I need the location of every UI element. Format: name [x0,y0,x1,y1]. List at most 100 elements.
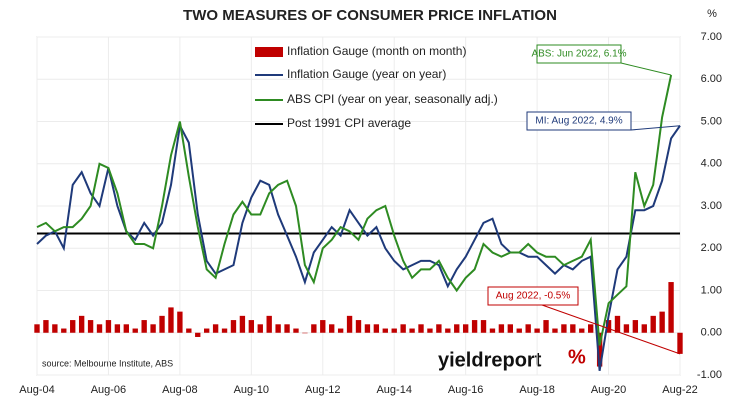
bar [632,320,639,333]
x-tick-label: Aug-18 [519,384,554,396]
bar [552,328,558,333]
bar [462,324,469,333]
bar [177,311,183,333]
bar [320,320,326,333]
y-tick-label: -1.00 [697,369,722,381]
bar [561,324,567,333]
bar [43,320,49,333]
bar [498,324,505,333]
bar [346,315,353,333]
legend-label: Inflation Gauge (year on year) [287,67,446,81]
bar [650,315,656,333]
bar [212,324,219,333]
bar [123,324,129,333]
bar [337,328,344,333]
bar [668,282,674,333]
annotation-box [526,111,632,131]
annotation-text: Aug 2022, -0.5% [496,291,571,302]
bar [605,320,612,333]
bar [570,324,576,333]
legend-swatch [255,47,283,57]
bar [579,328,585,333]
bar [195,332,201,337]
logo: yieldreport [438,349,542,371]
annotation-box [487,286,579,306]
bar [471,320,478,333]
annotation-connector [630,125,681,131]
bar [284,324,290,333]
annotation-connector [541,304,681,355]
bar [168,307,174,333]
legend-label: Post 1991 CPI average [287,116,411,130]
chart-title: TWO MEASURES OF CONSUMER PRICE INFLATION [183,7,557,24]
bar [507,324,513,333]
y-tick-label: 1.00 [701,284,722,296]
bar [105,320,112,333]
bar [141,320,147,333]
legend-label: Inflation Gauge (month on month) [287,44,466,58]
bar [221,328,228,333]
bar [159,315,165,333]
bar [34,324,40,333]
y-tick-label: 3.00 [701,200,722,212]
bar [623,324,630,333]
bar [480,320,487,333]
bar [400,324,406,333]
bar [659,311,665,333]
bar [96,324,103,333]
y-tick-label: 0.00 [701,327,722,339]
bar [409,328,415,333]
bar [311,324,317,333]
bar [373,324,380,333]
bar [641,324,647,333]
bar [525,324,531,333]
line [36,74,673,346]
y-unit: % [707,8,717,20]
x-tick-label: Aug-14 [376,384,411,396]
bar [257,324,263,333]
bar [364,324,371,333]
bar [677,332,683,354]
bar [70,320,76,333]
line [36,122,681,371]
bar [61,328,67,333]
bar [275,324,281,333]
bar [489,328,496,333]
bar [418,324,424,333]
bar [445,328,451,333]
bar [266,315,272,333]
bar [543,320,549,333]
annotation-connector [620,62,672,76]
bar [230,320,237,333]
bar [114,324,121,333]
x-tick-label: Aug-16 [448,384,483,396]
x-tick-label: Aug-10 [234,384,269,396]
bar [186,328,192,333]
source: source: Melbourne Institute, ABS [42,358,173,368]
bar [293,328,299,333]
bar [87,320,94,333]
bar [132,328,138,333]
x-tick-label: Aug-20 [591,384,626,396]
annotation-box [536,44,622,64]
annotation-text: ABS: Jun 2022, 6.1% [531,49,626,60]
y-tick-label: 6.00 [701,73,722,85]
logo-symbol: % [568,346,586,368]
bar [588,324,594,333]
y-tick-label: 2.00 [701,242,722,254]
x-tick-label: Aug-06 [91,384,126,396]
bar [150,324,156,333]
x-tick-label: Aug-12 [305,384,340,396]
annotation-text: MI: Aug 2022, 4.9% [535,116,622,127]
bar [534,328,540,333]
bar [302,332,308,334]
bar [248,320,255,333]
bar [78,315,85,333]
bar [516,328,522,333]
bar [427,328,433,333]
bar [239,315,246,333]
bar [52,324,58,333]
bar [391,328,397,333]
bar [614,315,621,333]
